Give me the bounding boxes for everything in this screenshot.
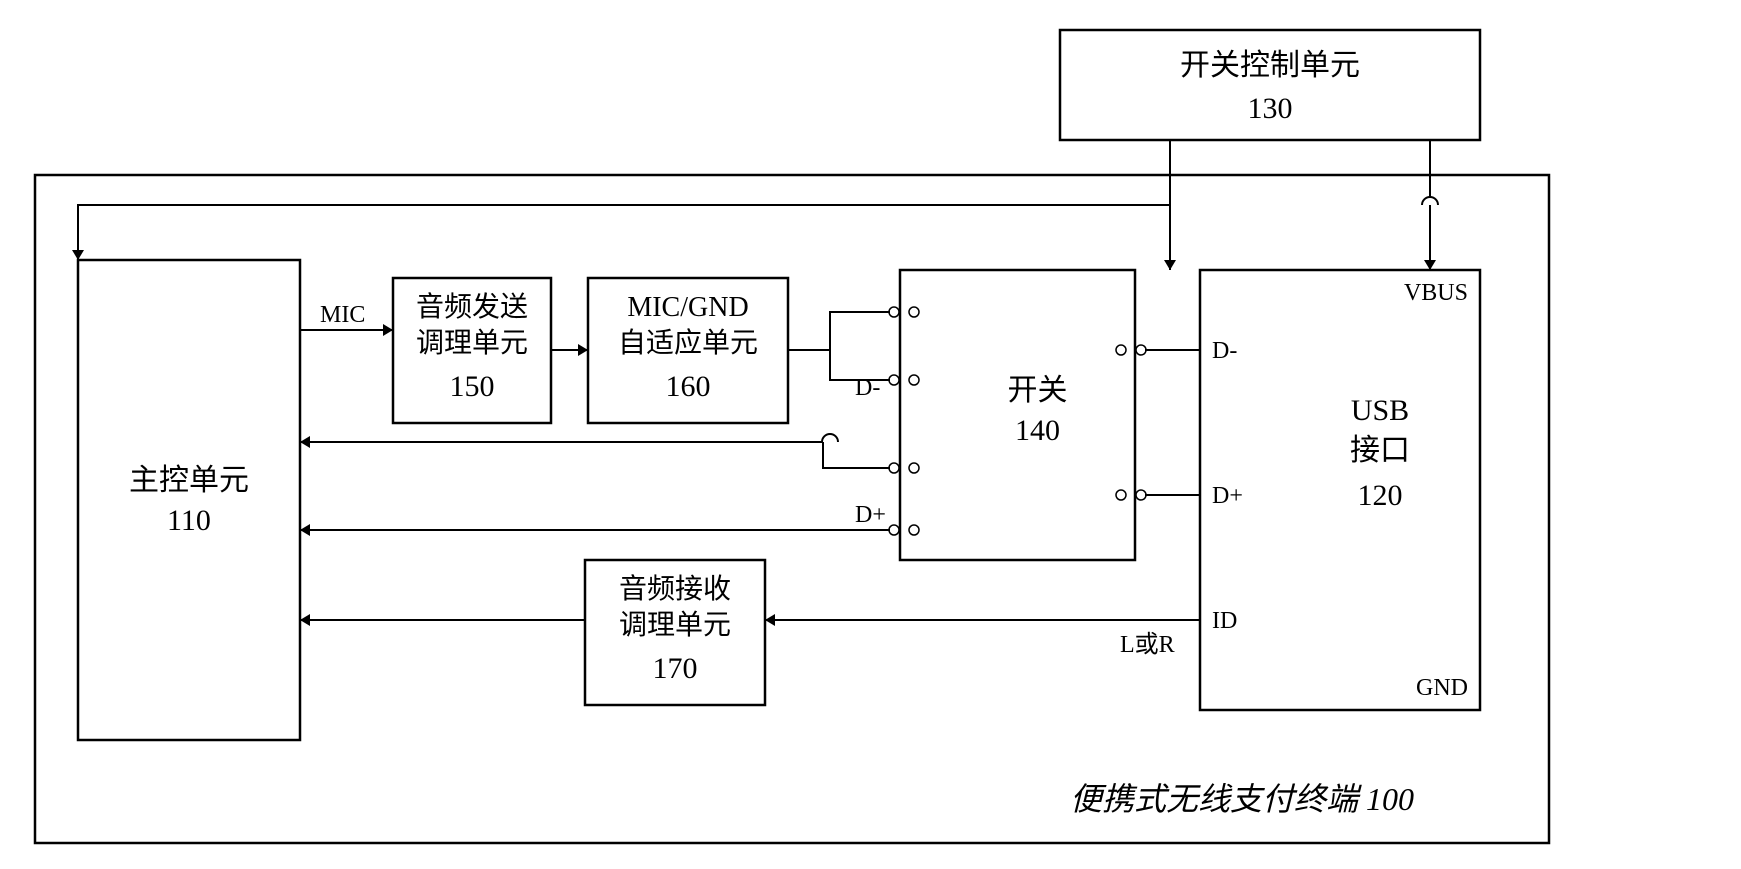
switch-term-l4-inner [909,525,919,535]
outer-container [35,175,1549,843]
ctrl-to-main [78,205,1170,260]
usb-title2: 接口 [1350,434,1410,467]
switch-id: 140 [1015,414,1060,447]
usb-pin-dplus: D+ [1212,483,1243,509]
mic-gnd-id: 160 [666,370,711,403]
dminus-to-main [300,442,890,468]
switch-term-l2 [889,375,899,385]
mic-gnd-title2: 自适应单元 [618,327,758,359]
switch-term-l1-inner [909,307,919,317]
dminus-to-main-label: D- [855,375,880,401]
main-to-audiotx-label: MIC [320,302,365,328]
switch-control-id: 130 [1248,92,1293,125]
switch-term-r1 [1136,345,1146,355]
audio-rx-title1: 音频接收 [619,573,731,605]
caption: 便携式无线支付终端 100 [1070,781,1414,817]
usb-id-to-audiorx-label: L或R [1120,631,1175,658]
audio-tx-title2: 调理单元 [416,327,528,359]
switch-term-l2-inner [909,375,919,385]
switch-term-l3 [889,463,899,473]
switch-term-l4 [889,525,899,535]
switch-term-l3-inner [909,463,919,473]
switch-term-r2-inner [1116,490,1126,500]
audio-tx-id: 150 [450,370,495,403]
switch-term-r2 [1136,490,1146,500]
audio-tx-title1: 音频发送 [416,291,528,323]
usb-pin-gnd: GND [1416,675,1468,701]
usb-pin-id: ID [1212,608,1237,634]
split-to-l1 [830,312,890,350]
usb-title1: USB [1351,394,1409,427]
main-controller-id: 110 [167,504,211,537]
usb-pin-vbus: VBUS [1404,280,1468,306]
usb-id: 120 [1358,479,1403,512]
usb-pin-dminus: D- [1212,338,1237,364]
audio-rx-id: 170 [653,652,698,685]
switch-title: 开关 [1008,374,1068,407]
audio-rx-title2: 调理单元 [619,609,731,641]
switch-control-title: 开关控制单元 [1180,49,1360,82]
mic-gnd-title1: MIC/GND [627,292,748,323]
main-controller [78,260,300,740]
switch-term-r1-inner [1116,345,1126,355]
main-controller-title: 主控单元 [129,464,249,497]
dplus-to-main-label: D+ [855,502,886,528]
switch-term-l1 [889,307,899,317]
